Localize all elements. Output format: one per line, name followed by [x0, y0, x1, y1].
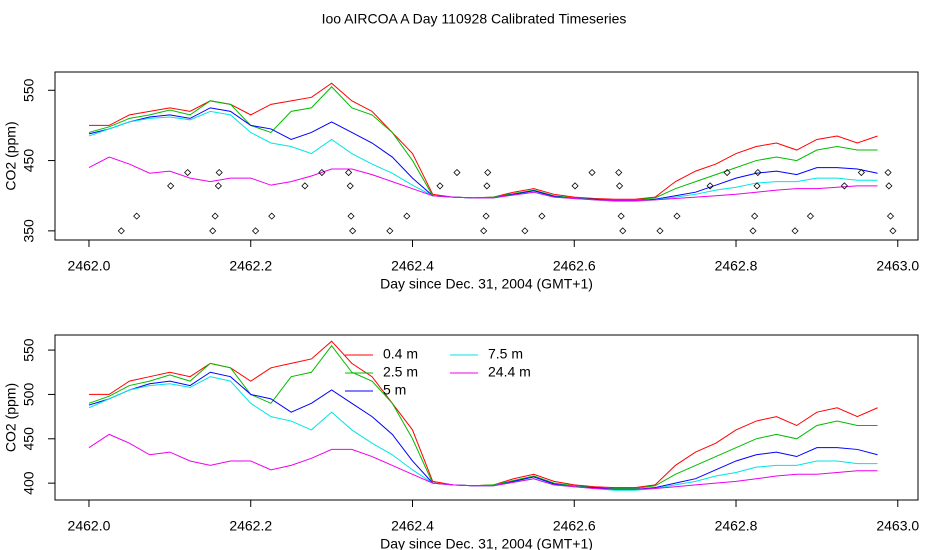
x-tick-label: 2462.0 [68, 518, 111, 534]
point-marker [268, 212, 276, 220]
series-line [88, 433, 878, 490]
y-tick-label: 500 [21, 383, 37, 407]
point-marker [619, 227, 627, 235]
series-line [88, 110, 878, 202]
point-marker [403, 212, 411, 220]
x-tick-label: 2462.0 [68, 258, 111, 274]
point-marker [133, 212, 141, 220]
plot-frame [54, 334, 919, 501]
point-marker [706, 182, 714, 190]
point-marker [346, 182, 354, 190]
x-tick-label: 2463.0 [876, 518, 919, 534]
point-marker [615, 182, 624, 190]
point-marker [791, 227, 799, 235]
point-marker [840, 182, 848, 190]
panel: 2462.0 2462.2 2462.4 2462.6 2462.8 2463.0 400 4… [3, 334, 919, 550]
y-axis-label: CO2 (ppm) [3, 121, 19, 190]
point-marker [436, 182, 444, 190]
point-marker [754, 168, 762, 177]
point-marker [521, 227, 529, 235]
legend-label: 2.5 m [383, 364, 418, 380]
y-tick-label: 400 [21, 471, 37, 495]
panel: 2462.0 2462.2 2462.4 2462.6 2462.8 2463.0 350 4… [3, 71, 919, 292]
point-marker [318, 168, 326, 177]
x-tick-label: 2462.8 [715, 518, 758, 534]
point-marker [347, 212, 355, 220]
legend-label: 24.4 m [488, 364, 531, 380]
series-line [88, 156, 878, 202]
y-axis-label: CO2 (ppm) [3, 383, 19, 452]
point-marker [885, 182, 893, 190]
point-marker [215, 168, 223, 177]
point-marker [214, 182, 222, 190]
point-marker [588, 168, 596, 177]
point-marker [673, 212, 681, 220]
y-tick-label: 550 [21, 338, 37, 362]
point-marker [252, 227, 260, 235]
point-marker [884, 168, 892, 177]
series-line [88, 82, 878, 200]
figure-title: Ioo AIRCOA A Day 110928 Calibrated Times… [322, 11, 627, 27]
point-marker [211, 212, 219, 220]
point-marker [886, 212, 895, 220]
point-marker [349, 227, 357, 235]
point-marker [617, 212, 625, 220]
x-tick-label: 2462.8 [715, 258, 758, 274]
point-marker [386, 227, 394, 235]
point-marker [483, 182, 491, 190]
x-tick-label: 2462.2 [229, 518, 272, 534]
point-marker [656, 227, 664, 235]
x-axis-label: Day since Dec. 31, 2004 (GMT+1) [380, 536, 593, 550]
point-marker [301, 182, 309, 190]
series-line [88, 376, 878, 491]
x-tick-label: 2462.4 [391, 518, 434, 534]
x-tick-label: 2463.0 [876, 258, 919, 274]
point-marker [453, 168, 461, 177]
point-marker [753, 182, 761, 190]
point-marker [184, 168, 192, 177]
x-tick-label: 2462.6 [553, 518, 596, 534]
y-tick-label: 550 [21, 78, 37, 102]
point-marker [749, 227, 757, 235]
point-marker [571, 182, 579, 190]
point-marker [482, 212, 490, 220]
plot-frame [54, 71, 919, 241]
x-tick-label: 2462.2 [229, 258, 272, 274]
point-marker [615, 168, 623, 177]
point-marker [857, 168, 865, 177]
point-marker [209, 227, 217, 235]
x-axis-label: Day since Dec. 31, 2004 (GMT+1) [380, 276, 593, 292]
point-marker [345, 168, 353, 177]
series-line [88, 340, 878, 489]
point-marker [889, 227, 897, 235]
x-tick-label: 2462.4 [391, 258, 434, 274]
point-marker [723, 168, 731, 177]
point-marker [751, 212, 759, 220]
point-marker [806, 212, 814, 220]
x-tick-label: 2462.6 [553, 258, 596, 274]
point-marker [167, 182, 175, 190]
series-line [88, 371, 878, 490]
y-tick-label: 450 [21, 427, 37, 451]
y-tick-label: 450 [21, 149, 37, 173]
point-marker [480, 227, 488, 235]
legend-label: 5 m [383, 382, 406, 398]
point-marker [117, 227, 125, 235]
legend-label: 7.5 m [488, 346, 523, 362]
y-tick-label: 350 [21, 219, 37, 243]
point-marker [538, 212, 546, 220]
legend-label: 0.4 m [383, 346, 418, 362]
point-marker [484, 168, 492, 177]
